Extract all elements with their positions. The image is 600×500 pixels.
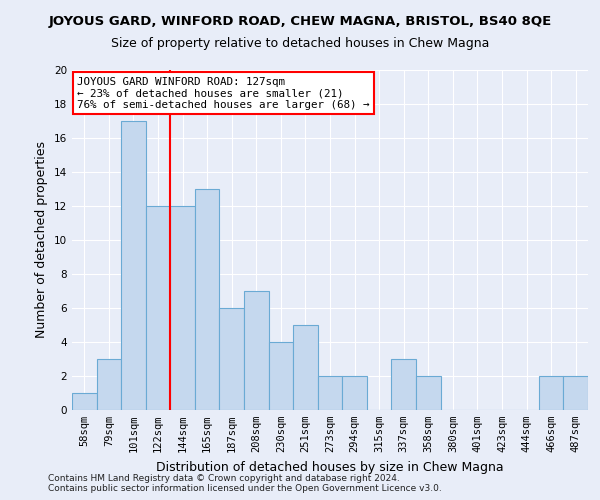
Bar bbox=[121, 121, 146, 410]
Bar bbox=[244, 291, 269, 410]
Text: JOYOUS GARD, WINFORD ROAD, CHEW MAGNA, BRISTOL, BS40 8QE: JOYOUS GARD, WINFORD ROAD, CHEW MAGNA, B… bbox=[49, 15, 551, 28]
Text: Contains HM Land Registry data © Crown copyright and database right 2024.: Contains HM Land Registry data © Crown c… bbox=[48, 474, 400, 483]
Bar bbox=[539, 376, 563, 410]
Text: Size of property relative to detached houses in Chew Magna: Size of property relative to detached ho… bbox=[111, 38, 489, 51]
Bar bbox=[146, 206, 170, 410]
Y-axis label: Number of detached properties: Number of detached properties bbox=[35, 142, 49, 338]
Bar bbox=[416, 376, 440, 410]
Bar bbox=[170, 206, 195, 410]
Bar bbox=[269, 342, 293, 410]
Bar bbox=[97, 359, 121, 410]
Bar bbox=[391, 359, 416, 410]
Bar bbox=[72, 393, 97, 410]
Bar bbox=[293, 325, 318, 410]
Text: Contains public sector information licensed under the Open Government Licence v3: Contains public sector information licen… bbox=[48, 484, 442, 493]
Text: JOYOUS GARD WINFORD ROAD: 127sqm
← 23% of detached houses are smaller (21)
76% o: JOYOUS GARD WINFORD ROAD: 127sqm ← 23% o… bbox=[77, 77, 370, 110]
Bar bbox=[220, 308, 244, 410]
Bar bbox=[563, 376, 588, 410]
Bar bbox=[342, 376, 367, 410]
Bar bbox=[195, 189, 220, 410]
Bar bbox=[318, 376, 342, 410]
X-axis label: Distribution of detached houses by size in Chew Magna: Distribution of detached houses by size … bbox=[156, 460, 504, 473]
